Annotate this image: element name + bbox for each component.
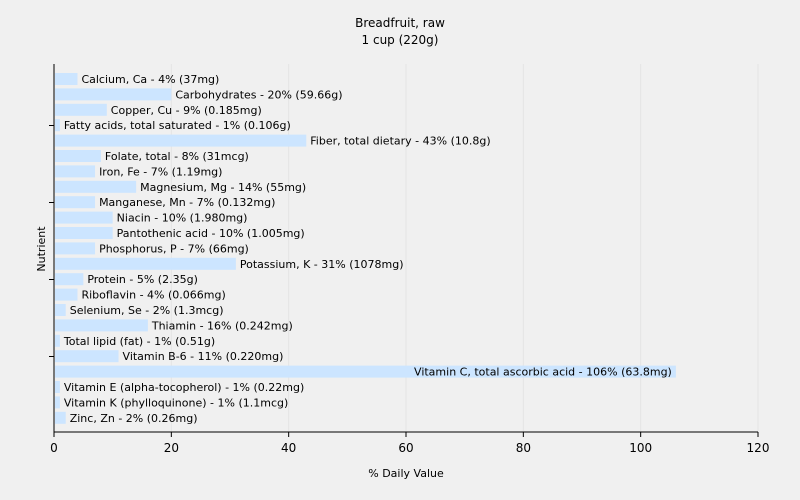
x-tick-label-20: 20 — [164, 441, 179, 455]
bar-12 — [55, 257, 236, 270]
chart-title: Breadfruit, raw — [355, 16, 445, 30]
bar-15 — [55, 304, 66, 316]
bar-label-17: Total lipid (fat) - 1% (0.51g) — [63, 335, 215, 348]
bar-1 — [55, 88, 172, 101]
bar-3 — [55, 119, 60, 132]
bar-8 — [55, 196, 96, 209]
x-tick-label-80: 80 — [516, 441, 531, 455]
bar-label-8: Manganese, Mn - 7% (0.132mg) — [99, 196, 275, 209]
bar-label-1: Carbohydrates - 20% (59.66g) — [175, 88, 342, 101]
bar-9 — [55, 211, 113, 224]
bar-13 — [55, 273, 84, 286]
bar-label-20: Vitamin E (alpha-tocopherol) - 1% (0.22m… — [64, 381, 304, 394]
x-tick-label-0: 0 — [50, 441, 58, 455]
bar-label-9: Niacin - 10% (1.980mg) — [117, 212, 248, 225]
bar-label-22: Zinc, Zn - 2% (0.26mg) — [70, 412, 198, 425]
bar-7 — [55, 180, 137, 193]
gridlines — [170, 64, 759, 432]
bar-21 — [55, 396, 60, 409]
bars-group — [55, 73, 676, 424]
bar-10 — [55, 227, 113, 239]
x-tick-label-40: 40 — [281, 441, 296, 455]
bar-14 — [55, 288, 78, 301]
bar-label-6: Iron, Fe - 7% (1.19mg) — [99, 165, 222, 178]
bar-label-18: Vitamin B-6 - 11% (0.220mg) — [123, 350, 284, 363]
bar-11 — [55, 242, 96, 255]
bar-label-15: Selenium, Se - 2% (1.3mcg) — [70, 304, 224, 317]
bar-label-11: Phosphorus, P - 7% (66mg) — [99, 242, 249, 255]
bar-label-21: Vitamin K (phylloquinone) - 1% (1.1mcg) — [64, 396, 288, 409]
bar-5 — [55, 150, 101, 162]
bar-22 — [55, 411, 66, 424]
bar-label-3: Fatty acids, total saturated - 1% (0.106… — [64, 119, 291, 132]
bar-label-5: Folate, total - 8% (31mcg) — [105, 150, 249, 163]
bar-label-2: Copper, Cu - 9% (0.185mg) — [111, 104, 262, 117]
bar-18 — [55, 350, 119, 363]
bar-label-19: Vitamin C, total ascorbic acid - 106% (6… — [414, 366, 672, 379]
bar-label-10: Pantothenic acid - 10% (1.005mg) — [117, 227, 305, 240]
bar-0 — [55, 73, 78, 85]
bar-19 — [55, 365, 676, 378]
bar-label-4: Fiber, total dietary - 43% (10.8g) — [310, 135, 490, 148]
y-axis-title: Nutrient — [35, 226, 48, 272]
bar-label-14: Riboflavin - 4% (0.066mg) — [81, 289, 225, 302]
bar-label-16: Thiamin - 16% (0.242mg) — [151, 319, 293, 332]
bar-17 — [55, 334, 60, 347]
bar-label-7: Magnesium, Mg - 14% (55mg) — [140, 181, 306, 194]
x-ticks-group: 0 20 40 60 80 100 120 — [50, 432, 769, 455]
x-tick-label-120: 120 — [747, 441, 770, 455]
bar-label-13: Protein - 5% (2.35g) — [87, 273, 198, 286]
bar-label-0: Calcium, Ca - 4% (37mg) — [81, 73, 219, 86]
bar-labels-group: Calcium, Ca - 4% (37mg) Carbohydrates - 2… — [63, 73, 672, 425]
x-axis-title: % Daily Value — [368, 467, 444, 480]
bar-20 — [55, 381, 60, 393]
bar-label-12: Potassium, K - 31% (1078mg) — [240, 258, 404, 271]
bar-4 — [55, 134, 307, 147]
chart-subtitle: 1 cup (220g) — [362, 33, 439, 47]
bar-16 — [55, 319, 148, 332]
bar-2 — [55, 103, 107, 116]
bar-6 — [55, 165, 96, 178]
x-tick-label-60: 60 — [398, 441, 413, 455]
x-tick-label-100: 100 — [629, 441, 652, 455]
